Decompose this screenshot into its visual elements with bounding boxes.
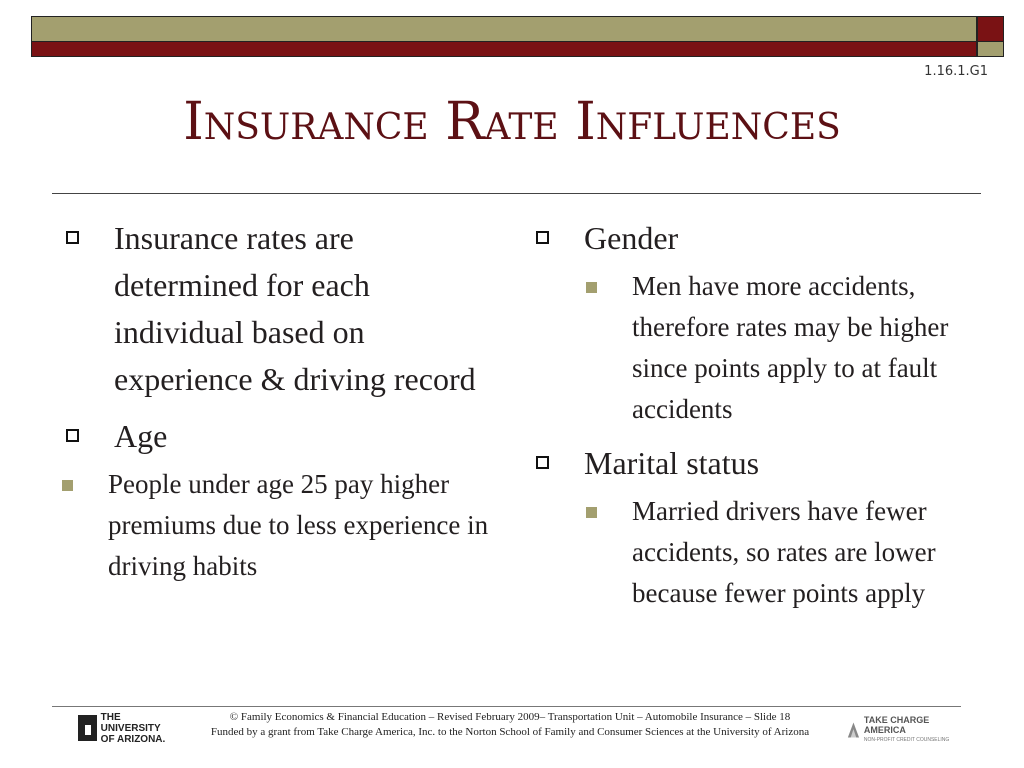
filled-square-bullet-icon xyxy=(586,282,597,293)
tca-logo-sub: NON-PROFIT CREDIT COUNSELING xyxy=(863,737,950,743)
bullet-text: Age xyxy=(114,418,168,454)
ua-logo-line1: THE UNIVERSITY xyxy=(100,711,161,734)
tca-logo-name: TAKE CHARGE AMERICA xyxy=(863,715,930,735)
header-corner-olive-block xyxy=(977,42,1004,57)
footer-divider xyxy=(52,706,961,707)
tca-logo-text: TAKE CHARGE AMERICA NON-PROFIT CREDIT CO… xyxy=(864,715,966,745)
sub-bullet-text: People under age 25 pay higher premiums … xyxy=(108,469,489,581)
header-olive-bar xyxy=(31,16,977,42)
slide-code: 1.16.1.G1 xyxy=(924,64,988,79)
ua-logo-line2: OF ARIZONA. xyxy=(100,733,166,745)
footer-line2: Funded by a grant from Take Charge Ameri… xyxy=(210,726,810,738)
tca-leaf-icon xyxy=(847,722,860,738)
hollow-square-bullet-icon xyxy=(66,231,79,244)
bullet-rates-determined: Insurance rates are determined for each … xyxy=(60,215,500,403)
slide-title: Insurance Rate Influences xyxy=(183,92,841,152)
right-column: Gender Men have more accidents, therefor… xyxy=(530,215,970,624)
bullet-age: Age xyxy=(60,413,500,460)
title-divider xyxy=(52,193,981,194)
filled-square-bullet-icon xyxy=(62,480,73,491)
hollow-square-bullet-icon xyxy=(66,429,79,442)
take-charge-america-logo: TAKE CHARGE AMERICA NON-PROFIT CREDIT CO… xyxy=(846,715,966,745)
sub-bullet-age: People under age 25 pay higher premiums … xyxy=(6,464,500,587)
bullet-text: Marital status xyxy=(584,445,760,481)
ua-logo-text: THE UNIVERSITY OF ARIZONA. xyxy=(101,712,178,745)
footer-credits: © Family Economics & Financial Education… xyxy=(180,710,840,740)
sub-bullet-text: Men have more accidents, therefore rates… xyxy=(632,271,949,424)
filled-square-bullet-icon xyxy=(586,507,597,518)
university-of-arizona-logo: THE UNIVERSITY OF ARIZONA. xyxy=(78,712,178,745)
sub-bullet-gender: Men have more accidents, therefore rates… xyxy=(530,266,970,430)
sub-bullet-marital-status: Married drivers have fewer accidents, so… xyxy=(530,491,970,614)
header-maroon-bar xyxy=(31,42,977,57)
sub-bullet-text: Married drivers have fewer accidents, so… xyxy=(632,496,936,608)
left-column: Insurance rates are determined for each … xyxy=(60,215,500,597)
bullet-text: Insurance rates are determined for each … xyxy=(114,220,476,397)
arizona-a-icon xyxy=(78,715,97,741)
bullet-marital-status: Marital status xyxy=(530,440,970,487)
bullet-gender: Gender xyxy=(530,215,970,262)
header-corner-red-block xyxy=(977,16,1004,42)
bullet-text: Gender xyxy=(584,220,679,256)
footer-line1: © Family Economics & Financial Education… xyxy=(229,711,791,723)
hollow-square-bullet-icon xyxy=(536,231,549,244)
hollow-square-bullet-icon xyxy=(536,456,549,469)
